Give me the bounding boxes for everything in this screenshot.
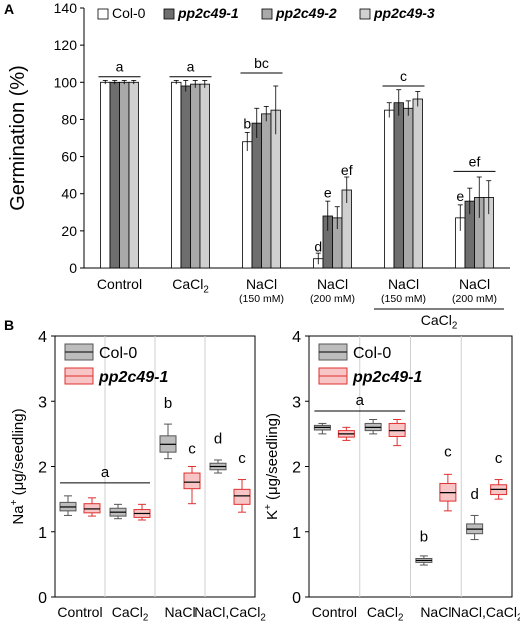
x-tick-label: CaCl2 — [112, 604, 149, 622]
y-tick-label: 40 — [61, 186, 77, 202]
y-tick-label: 120 — [54, 37, 78, 53]
bar — [109, 81, 120, 269]
x-tick-label: Control — [97, 276, 142, 292]
y-axis-title: Germination (%) — [7, 65, 29, 211]
y-tick-label: 3 — [38, 394, 47, 411]
box — [183, 472, 201, 490]
x-tick-label: Control — [312, 604, 357, 620]
legend-label: Col-0 — [353, 345, 391, 362]
significance-label: d — [470, 486, 478, 503]
x-tick-label: CaCl2 — [367, 604, 404, 622]
significance-label: e — [324, 184, 332, 200]
y-tick-label: 4 — [38, 329, 47, 346]
significance-label: d — [314, 238, 322, 254]
y-tick-label: 140 — [54, 0, 78, 16]
significance-label: a — [187, 59, 195, 75]
bar — [412, 98, 423, 269]
x-tick-label: CaCl2 — [172, 276, 209, 296]
y-tick-label: 2 — [292, 460, 301, 477]
x-tick-label: NaCl — [459, 276, 490, 292]
significance-label: c — [444, 444, 452, 461]
group-label: CaCl2 — [421, 312, 458, 332]
legend-label: pp2c49-1 — [98, 369, 168, 386]
bar — [100, 81, 111, 269]
significance-label: c — [238, 450, 246, 467]
y-tick-label: 60 — [61, 149, 77, 165]
legend-label: pp2c49-3 — [373, 5, 435, 21]
potassium-box-plot: 0 1 2 3 4 K+ (μg/seedling) Control CaCl2 NaCl NaC… — [263, 329, 520, 622]
significance-label: ef — [341, 162, 353, 178]
sodium-box-plot: 0 1 2 3 4 Na+ (μg/seedling) Control CaCl2 NaClNa… — [9, 329, 266, 622]
bar — [171, 81, 182, 269]
significance-label: b — [164, 395, 172, 412]
bar — [180, 85, 191, 269]
x-tick-label: Control — [57, 604, 102, 620]
y-axis-title: Na+ (μg/seedling) — [9, 408, 27, 524]
bar — [128, 81, 139, 269]
bar — [119, 81, 130, 269]
y-axis-title: K+ (μg/seedling) — [263, 413, 281, 520]
y-tick-label: 20 — [61, 223, 77, 239]
y-tick-label: 0 — [69, 260, 77, 276]
y-tick-label: 4 — [292, 329, 301, 346]
x-tick-sublabel: (200 mM) — [310, 293, 355, 305]
legend-label: pp2c49-2 — [275, 5, 337, 21]
bar — [384, 109, 395, 269]
y-tick-label: 1 — [292, 525, 301, 542]
bar — [403, 107, 414, 269]
x-tick-label: NaCl,CaCl2 — [451, 604, 520, 622]
bar — [251, 122, 262, 269]
x-tick-sublabel: (200 mM) — [452, 293, 497, 305]
legend-swatch — [359, 8, 371, 20]
x-tick-label: NaCl — [420, 604, 451, 620]
significance-label: b — [243, 116, 251, 132]
legend-swatch — [261, 8, 273, 20]
bar — [261, 113, 272, 269]
y-tick-label: 1 — [38, 525, 47, 542]
y-tick-label: 0 — [38, 590, 47, 607]
box — [388, 422, 406, 437]
legend-label: Col-0 — [112, 5, 146, 21]
panel-label-a: A — [4, 1, 14, 17]
significance-label: d — [214, 431, 222, 448]
y-tick-label: 100 — [54, 74, 78, 90]
panel-label-b: B — [4, 317, 14, 333]
germination-bar-chart: 0 20 40 60 80 100 120 140 Germination (%) Control… — [7, 0, 510, 332]
legend-label: pp2c49-1 — [352, 369, 422, 386]
bar — [393, 102, 404, 269]
legend-label: Col-0 — [99, 345, 137, 362]
significance-label: c — [400, 68, 407, 84]
legend-label: pp2c49-1 — [177, 5, 239, 21]
x-tick-label: NaCl — [317, 276, 348, 292]
significance-label: c — [188, 440, 196, 457]
significance-label: b — [420, 529, 428, 546]
x-tick-sublabel: (150 mM) — [239, 293, 284, 305]
significance-label: c — [495, 450, 503, 467]
y-tick-label: 0 — [292, 590, 301, 607]
bar — [199, 83, 210, 269]
significance-label: bc — [254, 55, 269, 71]
legend-swatch — [97, 8, 109, 20]
y-tick-label: 2 — [38, 460, 47, 477]
x-tick-label: NaCl — [246, 276, 277, 292]
significance-label: ef — [469, 153, 481, 169]
y-tick-label: 80 — [61, 111, 77, 127]
significance-label: a — [356, 392, 365, 409]
box — [83, 503, 101, 514]
x-tick-label: NaCl,CaCl2 — [194, 604, 266, 622]
x-tick-label: NaCl — [388, 276, 419, 292]
bar — [190, 83, 201, 269]
y-tick-label: 3 — [292, 394, 301, 411]
x-tick-label: NaCl — [164, 604, 195, 620]
x-tick-sublabel: (150 mM) — [381, 293, 426, 305]
significance-label: a — [116, 59, 124, 75]
significance-label: a — [101, 464, 110, 481]
bar — [242, 141, 253, 269]
significance-label: e — [456, 188, 464, 204]
legend-swatch — [163, 8, 175, 20]
box — [233, 488, 251, 505]
